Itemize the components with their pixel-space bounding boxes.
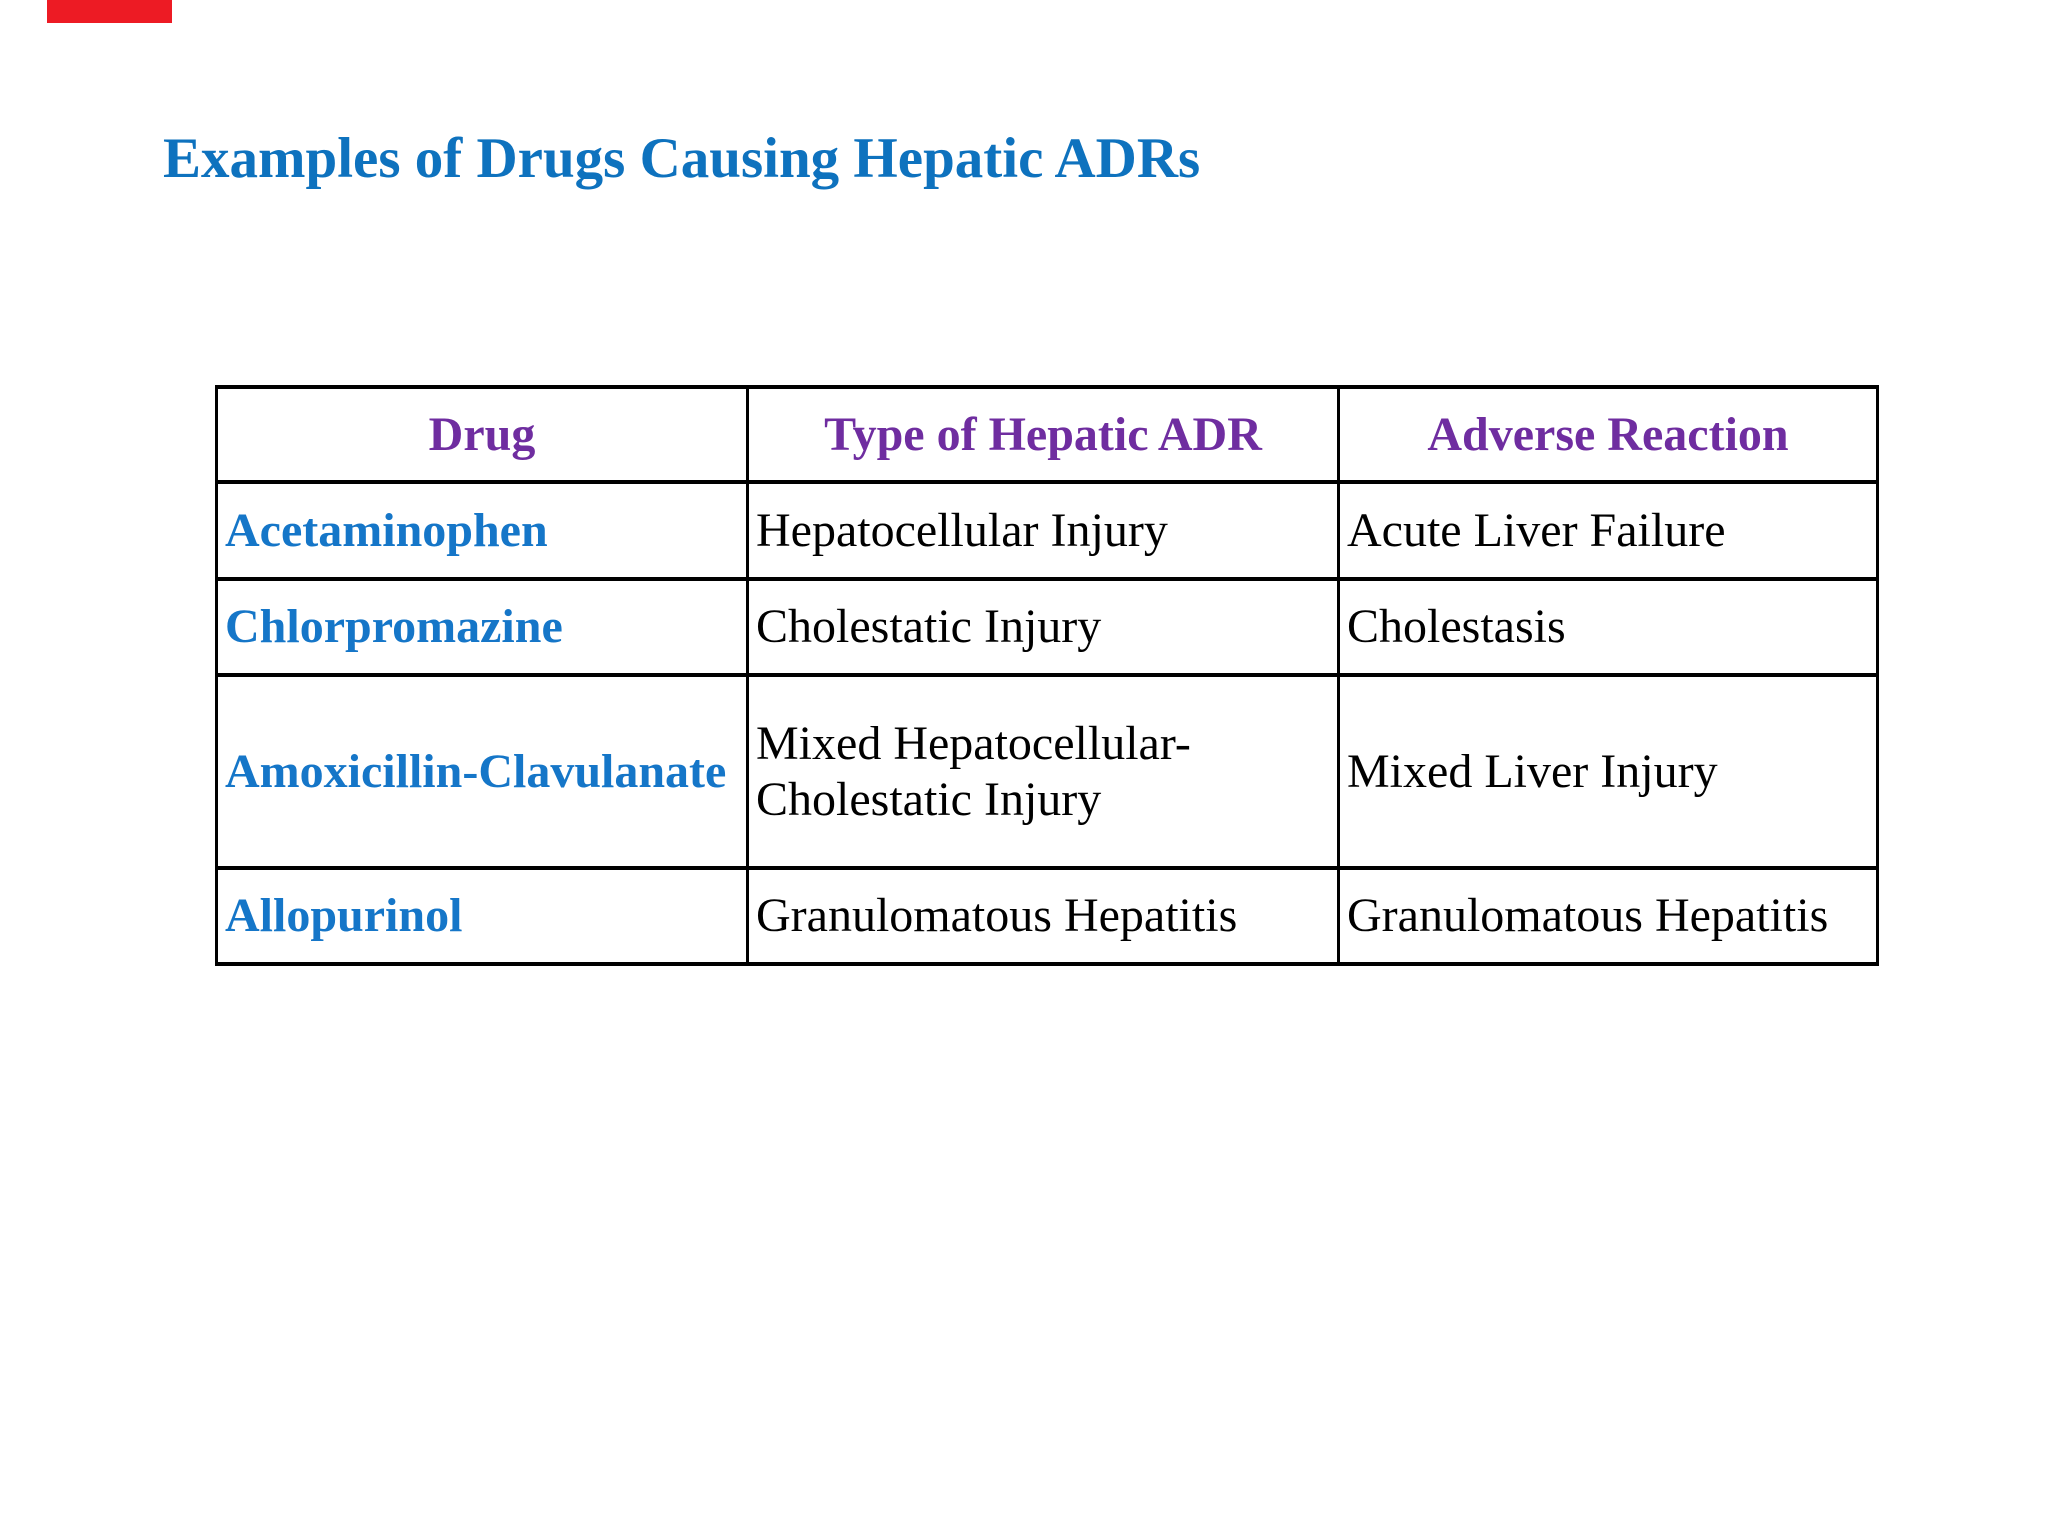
- adverse-reaction-cell: Cholestasis: [1337, 577, 1879, 677]
- adr-type-cell: Granulomatous Hepatitis: [746, 866, 1340, 966]
- drug-name-cell: Chlorpromazine: [215, 577, 749, 677]
- drug-name-cell: Allopurinol: [215, 866, 749, 966]
- column-header-adverse-reaction: Adverse Reaction: [1337, 385, 1879, 484]
- adr-type-cell: Cholestatic Injury: [746, 577, 1340, 677]
- adr-type-cell: Hepatocellular Injury: [746, 480, 1340, 581]
- adverse-reaction-cell: Mixed Liver Injury: [1337, 673, 1879, 870]
- adverse-reaction-cell: Acute Liver Failure: [1337, 480, 1879, 581]
- column-header-adr-type: Type of Hepatic ADR: [746, 385, 1340, 484]
- table-row: Allopurinol Granulomatous Hepatitis Gran…: [215, 866, 1879, 966]
- table-row: Acetaminophen Hepatocellular Injury Acut…: [215, 480, 1879, 581]
- drug-name-cell: Amoxicillin-Clavulanate: [215, 673, 749, 870]
- drug-name-cell: Acetaminophen: [215, 480, 749, 581]
- page-title: Examples of Drugs Causing Hepatic ADRs: [163, 127, 1201, 191]
- red-accent-bar: [47, 0, 172, 23]
- table-header-row: Drug Type of Hepatic ADR Adverse Reactio…: [215, 385, 1879, 484]
- adr-type-cell: Mixed Hepatocellular-Cholestatic Injury: [746, 673, 1340, 870]
- adverse-reaction-cell: Granulomatous Hepatitis: [1337, 866, 1879, 966]
- column-header-drug: Drug: [215, 385, 749, 484]
- table-row: Amoxicillin-Clavulanate Mixed Hepatocell…: [215, 673, 1879, 870]
- table-row: Chlorpromazine Cholestatic Injury Choles…: [215, 577, 1879, 677]
- hepatic-adr-table: Drug Type of Hepatic ADR Adverse Reactio…: [215, 385, 1879, 966]
